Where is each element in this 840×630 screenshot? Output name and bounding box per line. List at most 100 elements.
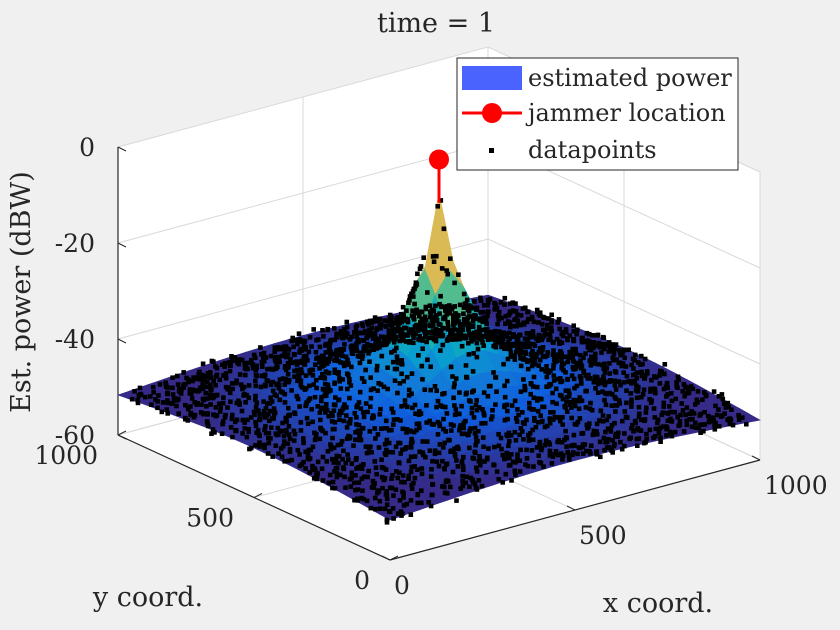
datapoint bbox=[295, 447, 301, 453]
datapoint bbox=[636, 414, 642, 420]
datapoint bbox=[242, 360, 247, 366]
datapoint bbox=[658, 435, 663, 441]
datapoint bbox=[584, 448, 589, 454]
datapoint bbox=[618, 439, 623, 445]
datapoint bbox=[570, 353, 576, 359]
datapoint bbox=[371, 344, 376, 349]
datapoint bbox=[494, 305, 500, 311]
datapoint bbox=[375, 488, 380, 493]
datapoint bbox=[382, 476, 388, 481]
datapoint bbox=[499, 344, 504, 350]
datapoint bbox=[580, 444, 586, 450]
datapoint bbox=[481, 390, 487, 395]
datapoint bbox=[591, 361, 596, 366]
datapoint bbox=[203, 374, 208, 379]
datapoint bbox=[375, 432, 381, 437]
datapoint bbox=[227, 359, 232, 365]
datapoint bbox=[366, 351, 371, 356]
datapoint bbox=[289, 457, 294, 463]
datapoint bbox=[425, 357, 430, 363]
datapoint bbox=[465, 318, 470, 323]
datapoint bbox=[428, 364, 433, 369]
datapoint bbox=[593, 386, 598, 391]
datapoint bbox=[368, 395, 374, 401]
datapoint bbox=[604, 417, 610, 423]
datapoint bbox=[637, 427, 642, 433]
datapoint bbox=[342, 402, 347, 407]
datapoint bbox=[348, 417, 353, 422]
datapoint bbox=[554, 401, 559, 406]
datapoint bbox=[332, 337, 337, 343]
datapoint bbox=[470, 324, 476, 329]
datapoint bbox=[720, 396, 726, 402]
datapoint bbox=[310, 373, 316, 378]
datapoint bbox=[586, 372, 591, 378]
datapoint bbox=[485, 337, 491, 342]
datapoint bbox=[371, 386, 376, 391]
datapoint bbox=[600, 389, 605, 394]
datapoint bbox=[480, 319, 486, 325]
y-axis-label: y coord. bbox=[92, 582, 203, 613]
datapoint bbox=[498, 435, 504, 441]
datapoint bbox=[313, 377, 319, 383]
datapoint bbox=[442, 466, 447, 471]
datapoint bbox=[351, 480, 357, 486]
datapoint bbox=[587, 331, 592, 337]
datapoint bbox=[563, 327, 569, 332]
datapoint bbox=[654, 375, 659, 380]
datapoint bbox=[575, 327, 580, 333]
datapoint bbox=[360, 410, 366, 415]
datapoint bbox=[301, 342, 307, 348]
datapoint bbox=[361, 345, 367, 351]
datapoint bbox=[396, 324, 401, 329]
datapoint bbox=[306, 447, 312, 453]
datapoint bbox=[622, 431, 627, 436]
datapoint bbox=[541, 315, 547, 321]
datapoint bbox=[632, 352, 638, 358]
datapoint bbox=[268, 395, 273, 400]
datapoint bbox=[378, 321, 384, 327]
datapoint bbox=[552, 452, 557, 457]
datapoint bbox=[329, 419, 335, 424]
datapoint bbox=[165, 390, 170, 396]
datapoint bbox=[704, 392, 709, 398]
datapoint bbox=[536, 453, 541, 458]
datapoint bbox=[511, 323, 517, 329]
datapoint bbox=[559, 340, 565, 345]
datapoint bbox=[348, 383, 354, 388]
datapoint bbox=[607, 371, 612, 376]
datapoint bbox=[209, 431, 214, 436]
datapoint bbox=[409, 436, 414, 442]
datapoint bbox=[323, 406, 329, 412]
datapoint bbox=[238, 382, 244, 387]
datapoint bbox=[529, 448, 535, 453]
datapoint bbox=[616, 430, 621, 436]
datapoint bbox=[667, 404, 672, 409]
datapoint bbox=[257, 412, 262, 417]
datapoint bbox=[408, 445, 414, 450]
datapoint bbox=[406, 476, 411, 481]
datapoint bbox=[280, 420, 285, 426]
datapoint bbox=[601, 377, 607, 383]
datapoint bbox=[204, 404, 209, 409]
datapoint bbox=[172, 396, 178, 401]
datapoint bbox=[188, 410, 194, 416]
datapoint bbox=[553, 386, 559, 392]
datapoint bbox=[613, 387, 619, 392]
datapoint bbox=[517, 458, 523, 464]
datapoint bbox=[677, 419, 683, 424]
datapoint bbox=[355, 496, 360, 502]
datapoint bbox=[210, 427, 216, 432]
datapoint bbox=[257, 417, 262, 423]
datapoint bbox=[567, 333, 572, 338]
datapoint bbox=[155, 405, 160, 411]
datapoint bbox=[293, 338, 299, 343]
datapoint bbox=[474, 469, 480, 474]
datapoint bbox=[593, 351, 598, 357]
datapoint bbox=[557, 339, 562, 344]
datapoint bbox=[253, 355, 258, 361]
datapoint bbox=[332, 358, 338, 363]
datapoint bbox=[461, 454, 466, 460]
x-tick-mark bbox=[566, 505, 576, 511]
datapoint bbox=[572, 403, 578, 409]
